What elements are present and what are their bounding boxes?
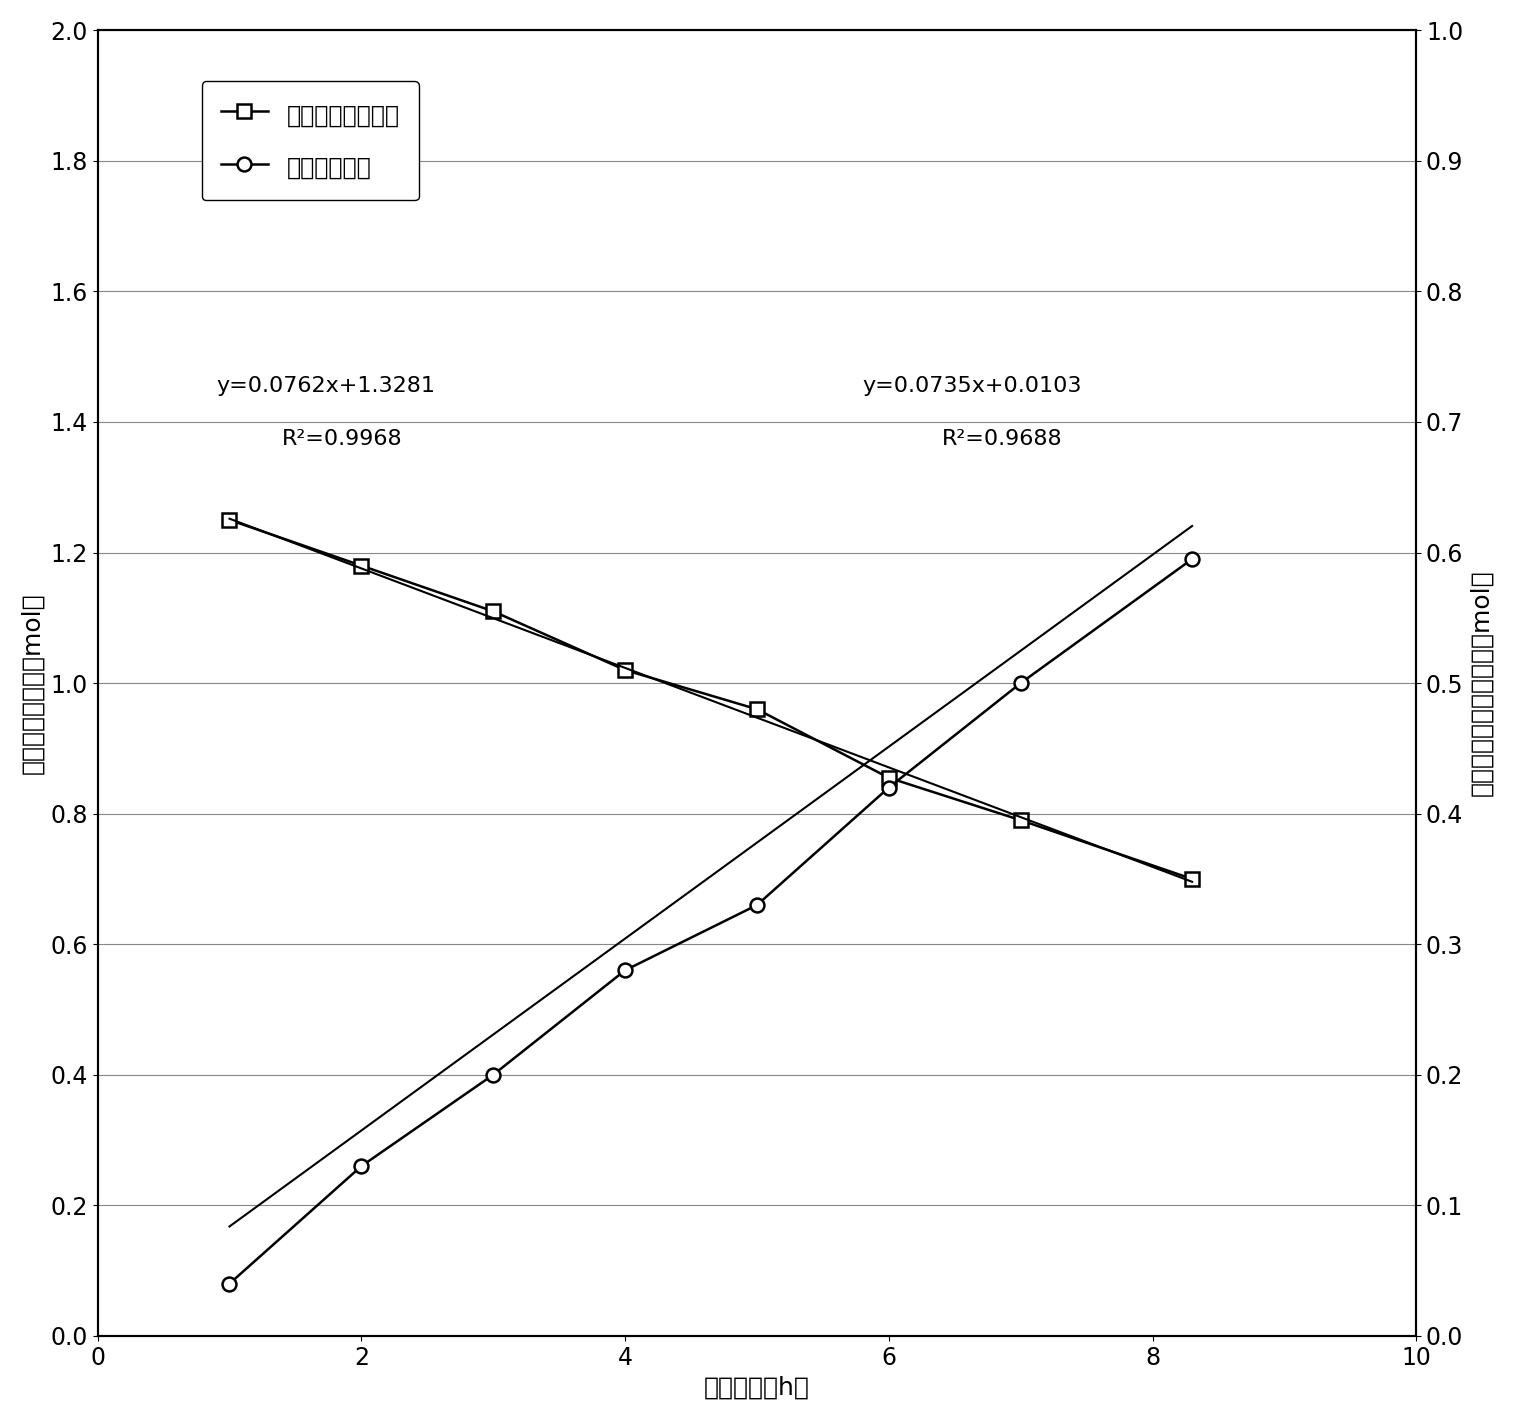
Legend: 销离子（阳极液）, 氯氧化物离子: 销离子（阳极液）, 氯氧化物离子 <box>201 81 418 200</box>
Text: y=0.0735x+0.0103: y=0.0735x+0.0103 <box>863 376 1083 396</box>
销离子（阳极液） <box>616 662 634 679</box>
销离子（阳极液） <box>484 602 503 619</box>
氯氧化物离子 <box>221 1275 239 1292</box>
销离子（阳极液） <box>221 511 239 528</box>
销离子（阳极液） <box>1182 870 1201 888</box>
X-axis label: 试验时间（h）: 试验时间（h） <box>704 1375 810 1399</box>
销离子（阳极液） <box>353 557 371 574</box>
氯氧化物离子 <box>1011 674 1030 692</box>
氯氧化物离子 <box>748 896 766 913</box>
销离子（阳极液） <box>880 770 898 787</box>
Y-axis label: 氯氧化物离子物质的量（mol）: 氯氧化物离子物质的量（mol） <box>1469 569 1493 797</box>
Text: R²=0.9968: R²=0.9968 <box>282 429 403 449</box>
氯氧化物离子 <box>484 1066 503 1083</box>
销离子（阳极液） <box>748 700 766 717</box>
氯氧化物离子 <box>353 1157 371 1174</box>
氯氧化物离子 <box>616 961 634 978</box>
Line: 销离子（阳极液）: 销离子（阳极液） <box>223 513 1199 886</box>
Y-axis label: 销离子物质的量（mol）: 销离子物质的量（mol） <box>21 592 45 774</box>
Text: y=0.0762x+1.3281: y=0.0762x+1.3281 <box>217 376 436 396</box>
Line: 氯氧化物离子: 氯氧化物离子 <box>223 552 1199 1291</box>
Text: R²=0.9688: R²=0.9688 <box>942 429 1063 449</box>
氯氧化物离子 <box>880 780 898 797</box>
氯氧化物离子 <box>1182 551 1201 568</box>
销离子（阳极液） <box>1011 812 1030 829</box>
